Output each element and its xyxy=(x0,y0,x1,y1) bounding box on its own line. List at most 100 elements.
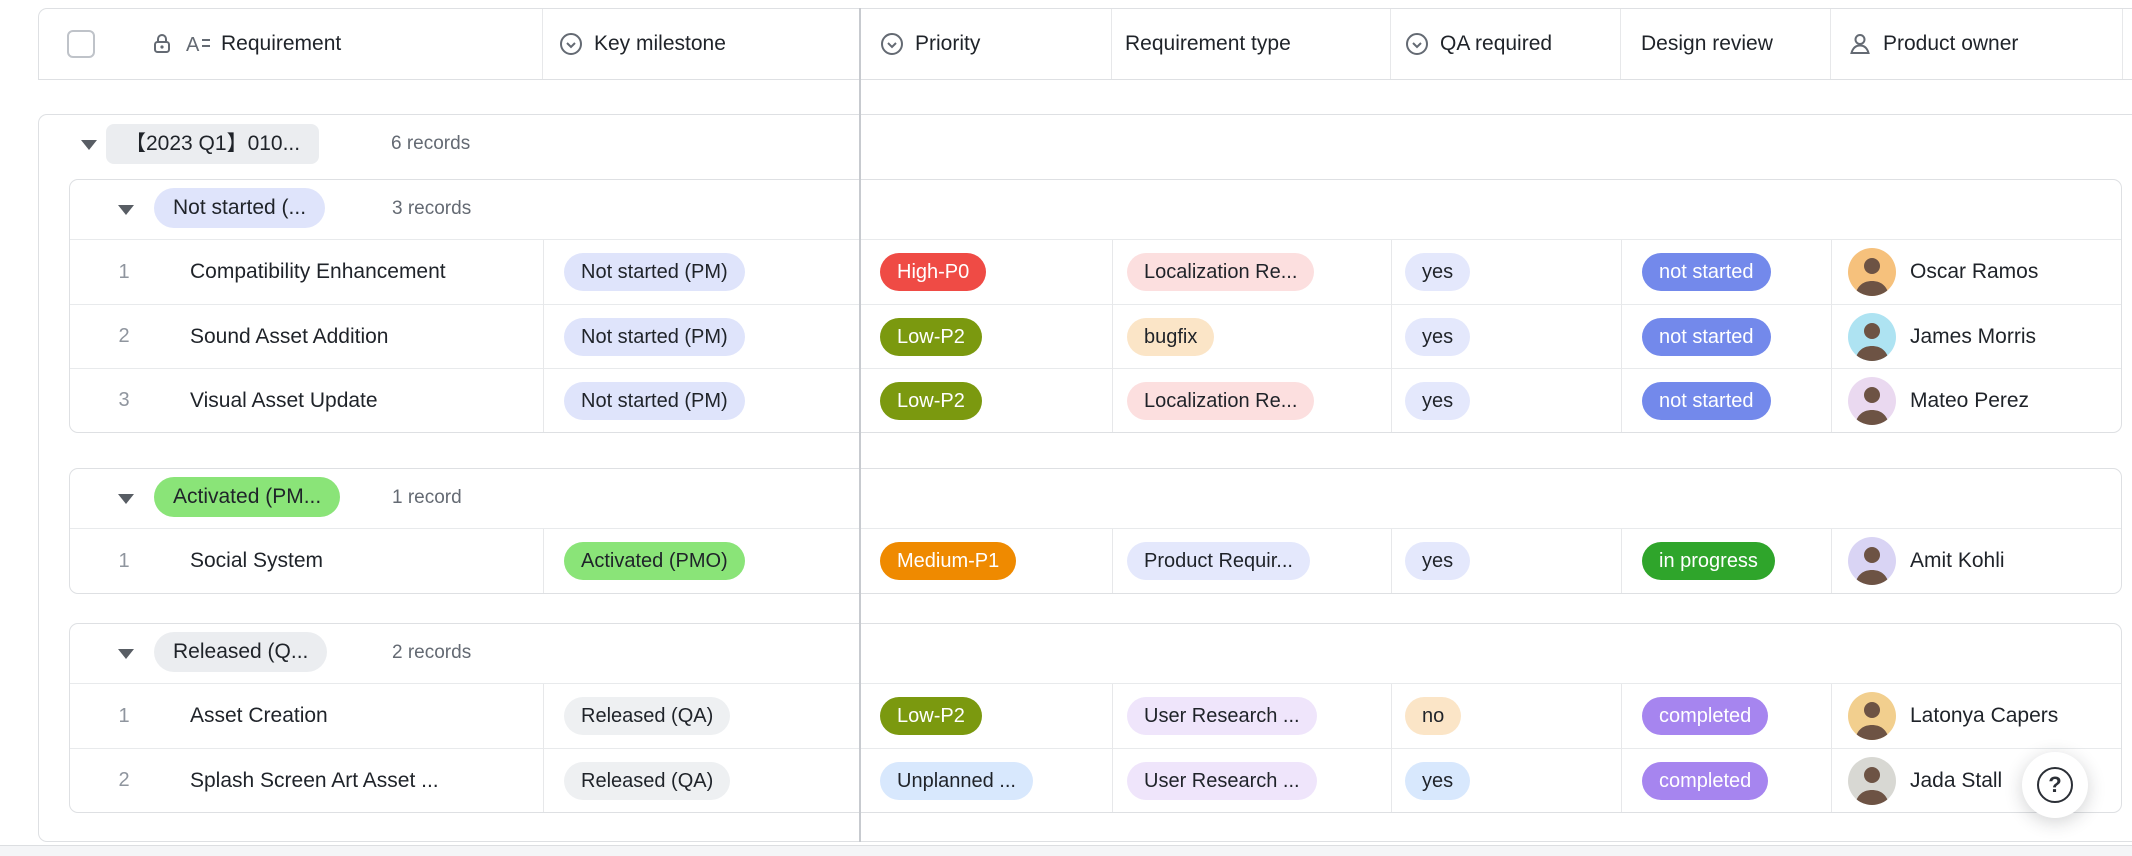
qa-required-chip[interactable]: no xyxy=(1405,697,1462,735)
milestone-chip[interactable]: Released (QA) xyxy=(564,761,731,800)
outer-group-card: 【2023 Q1】010... 6 records Not started (.… xyxy=(38,114,2132,842)
row-index: 2 xyxy=(118,769,130,791)
qa-required-chip[interactable]: yes xyxy=(1405,253,1471,291)
column-divider xyxy=(1112,529,1113,593)
column-label: Requirement xyxy=(221,32,342,55)
group-chip[interactable]: Activated (PM... xyxy=(154,477,341,517)
design-review-chip[interactable]: completed xyxy=(1642,697,1769,735)
column-header-priority[interactable]: Priority xyxy=(879,9,980,79)
single-select-icon xyxy=(558,31,584,57)
column-divider xyxy=(1621,529,1622,593)
column-label: QA required xyxy=(1440,32,1553,55)
column-label: Priority xyxy=(915,32,981,55)
priority-chip[interactable]: Low-P2 xyxy=(880,697,982,735)
group-header-row[interactable]: Released (Q... 2 records xyxy=(70,624,2121,684)
row-index: 1 xyxy=(118,260,130,283)
product-owner-cell[interactable]: Mateo Perez xyxy=(1848,369,2029,432)
qa-required-chip[interactable]: yes xyxy=(1405,542,1471,580)
design-review-chip[interactable]: not started xyxy=(1642,253,1771,291)
requirement-cell[interactable]: Asset Creation xyxy=(190,704,328,727)
single-select-icon xyxy=(1404,31,1430,57)
group-header-row[interactable]: Not started (... 3 records xyxy=(70,180,2121,240)
table-row[interactable]: 2 Sound Asset Addition Not started (PM) … xyxy=(70,304,2121,368)
requirement-type-chip[interactable]: Localization Re... xyxy=(1127,253,1315,291)
svg-text:A: A xyxy=(186,34,200,56)
collapse-chevron-icon[interactable] xyxy=(118,205,134,215)
owner-name: Jada Stall xyxy=(1910,768,2003,792)
collapse-chevron-icon[interactable] xyxy=(118,494,134,504)
product-owner-cell[interactable]: Amit Kohli xyxy=(1848,529,2005,593)
design-review-chip[interactable]: not started xyxy=(1642,381,1771,420)
group-chip[interactable]: Not started (... xyxy=(154,188,326,228)
group-card: Activated (PM... 1 record 1 Social Syste… xyxy=(69,468,2122,594)
table-row[interactable]: 1 Social System Activated (PMO) Medium-P… xyxy=(70,529,2121,593)
column-header-key-milestone[interactable]: Key milestone xyxy=(558,9,726,79)
qa-required-chip[interactable]: yes xyxy=(1405,381,1471,420)
text-field-icon: A xyxy=(185,31,211,57)
column-label: Product owner xyxy=(1883,32,2019,55)
requirement-type-chip[interactable]: Localization Re... xyxy=(1127,381,1315,420)
requirement-type-chip[interactable]: Product Requir... xyxy=(1127,542,1310,580)
milestone-chip[interactable]: Not started (PM) xyxy=(564,317,745,356)
avatar xyxy=(1848,692,1896,740)
priority-chip[interactable]: High-P0 xyxy=(880,253,987,291)
table-row[interactable]: 1 Asset Creation Released (QA) Low-P2 Us… xyxy=(70,684,2121,748)
column-divider xyxy=(1111,9,1112,79)
design-review-chip[interactable]: in progress xyxy=(1642,542,1775,580)
collapse-chevron-icon[interactable] xyxy=(118,649,134,659)
column-divider xyxy=(1831,684,1832,812)
frozen-column-divider xyxy=(859,8,861,842)
column-divider xyxy=(1621,684,1622,812)
milestone-chip[interactable]: Not started (PM) xyxy=(564,381,745,420)
collapse-chevron-icon[interactable] xyxy=(81,140,97,150)
priority-chip[interactable]: Unplanned ... xyxy=(880,761,1033,800)
requirement-cell[interactable]: Social System xyxy=(190,549,324,572)
owner-name: James Morris xyxy=(1910,324,2037,348)
column-header-requirement-type[interactable]: Requirement type xyxy=(1125,9,1291,79)
group-header-row[interactable]: Activated (PM... 1 record xyxy=(70,469,2121,529)
column-header-requirement[interactable]: A Requirement xyxy=(67,9,341,79)
priority-chip[interactable]: Medium-P1 xyxy=(880,542,1017,580)
group-header-row[interactable]: 【2023 Q1】010... 6 records xyxy=(39,115,2132,175)
milestone-chip[interactable]: Activated (PMO) xyxy=(564,542,745,580)
select-all-checkbox[interactable] xyxy=(67,30,95,58)
requirement-cell[interactable]: Sound Asset Addition xyxy=(190,324,389,348)
row-index: 3 xyxy=(118,389,130,411)
milestone-chip[interactable]: Not started (PM) xyxy=(564,253,745,291)
table-row[interactable]: 1 Compatibility Enhancement Not started … xyxy=(70,240,2121,304)
column-divider xyxy=(1112,684,1113,812)
design-review-chip[interactable]: completed xyxy=(1642,761,1769,800)
qa-required-chip[interactable]: yes xyxy=(1405,761,1471,800)
row-index: 1 xyxy=(118,704,130,727)
column-divider xyxy=(1391,684,1392,812)
table-row[interactable]: 3 Visual Asset Update Not started (PM) L… xyxy=(70,368,2121,432)
column-header-product-owner[interactable]: Product owner xyxy=(1847,9,2018,79)
milestone-chip[interactable]: Released (QA) xyxy=(564,697,731,735)
qa-required-chip[interactable]: yes xyxy=(1405,317,1471,356)
column-header-design-review[interactable]: Design review xyxy=(1641,9,1773,79)
priority-chip[interactable]: Low-P2 xyxy=(880,381,982,420)
requirement-type-chip[interactable]: User Research ... xyxy=(1127,697,1317,735)
requirement-cell[interactable]: Splash Screen Art Asset ... xyxy=(190,768,439,792)
design-review-chip[interactable]: not started xyxy=(1642,317,1771,356)
product-owner-cell[interactable]: Jada Stall xyxy=(1848,749,2002,812)
product-owner-cell[interactable]: Latonya Capers xyxy=(1848,684,2058,748)
column-divider xyxy=(1112,240,1113,432)
group-chip[interactable]: 【2023 Q1】010... xyxy=(106,124,320,164)
column-divider xyxy=(1391,529,1392,593)
product-owner-cell[interactable]: James Morris xyxy=(1848,305,2036,368)
column-divider xyxy=(543,529,544,593)
requirement-type-chip[interactable]: bugfix xyxy=(1127,317,1215,356)
requirement-type-chip[interactable]: User Research ... xyxy=(1127,761,1317,800)
table-row[interactable]: 2 Splash Screen Art Asset ... Released (… xyxy=(70,748,2121,812)
requirement-cell[interactable]: Compatibility Enhancement xyxy=(190,260,446,283)
row-index: 1 xyxy=(118,549,130,572)
requirement-cell[interactable]: Visual Asset Update xyxy=(190,388,378,412)
priority-chip[interactable]: Low-P2 xyxy=(880,317,982,356)
help-button[interactable]: ? xyxy=(2022,752,2088,818)
product-owner-cell[interactable]: Oscar Ramos xyxy=(1848,240,2038,304)
column-header-qa-required[interactable]: QA required xyxy=(1404,9,1552,79)
owner-name: Oscar Ramos xyxy=(1910,260,2039,283)
horizontal-scrollbar-track[interactable] xyxy=(0,845,2132,856)
group-chip[interactable]: Released (Q... xyxy=(154,632,328,672)
